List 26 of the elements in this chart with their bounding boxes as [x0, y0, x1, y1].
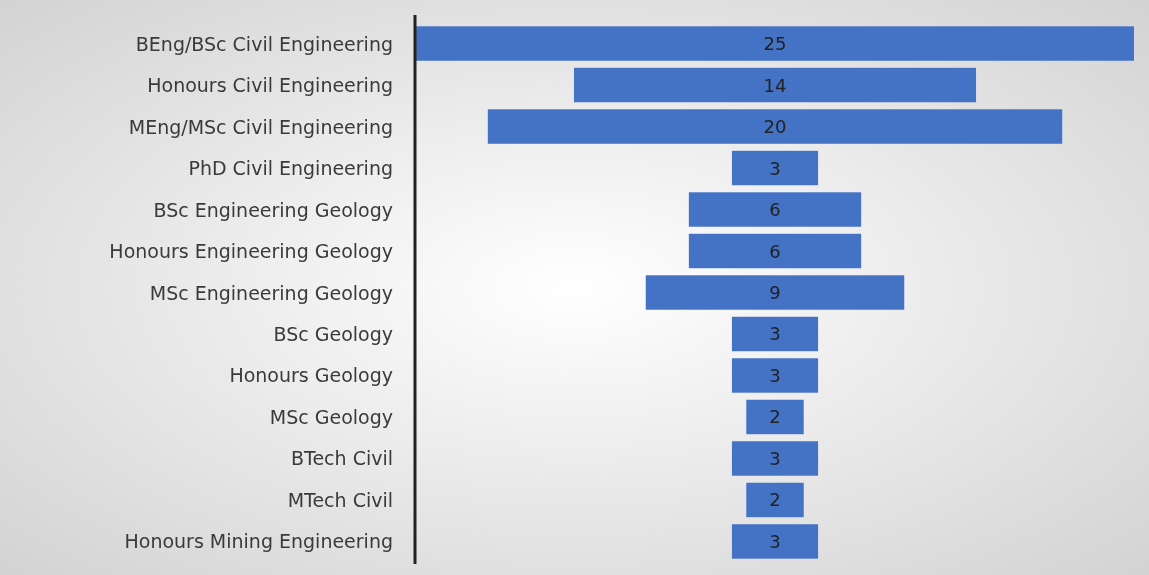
data-label: 2 — [769, 489, 781, 511]
data-label: 6 — [769, 240, 781, 262]
data-label: 3 — [769, 157, 781, 179]
data-label: 9 — [769, 282, 781, 303]
category-label: MEng/MSc Civil Engineering — [128, 115, 393, 138]
data-label: 3 — [769, 447, 781, 469]
category-label: Honours Engineering Geology — [109, 240, 393, 263]
category-label: PhD Civil Engineering — [188, 157, 393, 180]
data-label: 3 — [769, 530, 781, 552]
data-label: 3 — [769, 323, 781, 345]
data-label: 6 — [769, 199, 781, 221]
category-label: MTech Civil — [287, 488, 393, 511]
category-label: BEng/BSc Civil Engineering — [135, 32, 393, 55]
category-label: Honours Civil Engineering — [147, 74, 393, 97]
category-label: MSc Engineering Geology — [149, 281, 393, 304]
category-label: MSc Geology — [269, 405, 393, 428]
category-label: Honours Geology — [229, 364, 393, 387]
data-label: 25 — [763, 33, 787, 55]
category-label: BTech Civil — [291, 447, 393, 470]
data-label: 3 — [769, 364, 781, 386]
data-label: 14 — [763, 74, 787, 96]
category-label: Honours Mining Engineering — [124, 530, 393, 553]
data-label: 20 — [763, 116, 787, 138]
category-label: BSc Geology — [273, 322, 393, 345]
category-label: BSc Engineering Geology — [153, 198, 393, 221]
data-label: 2 — [769, 406, 781, 428]
